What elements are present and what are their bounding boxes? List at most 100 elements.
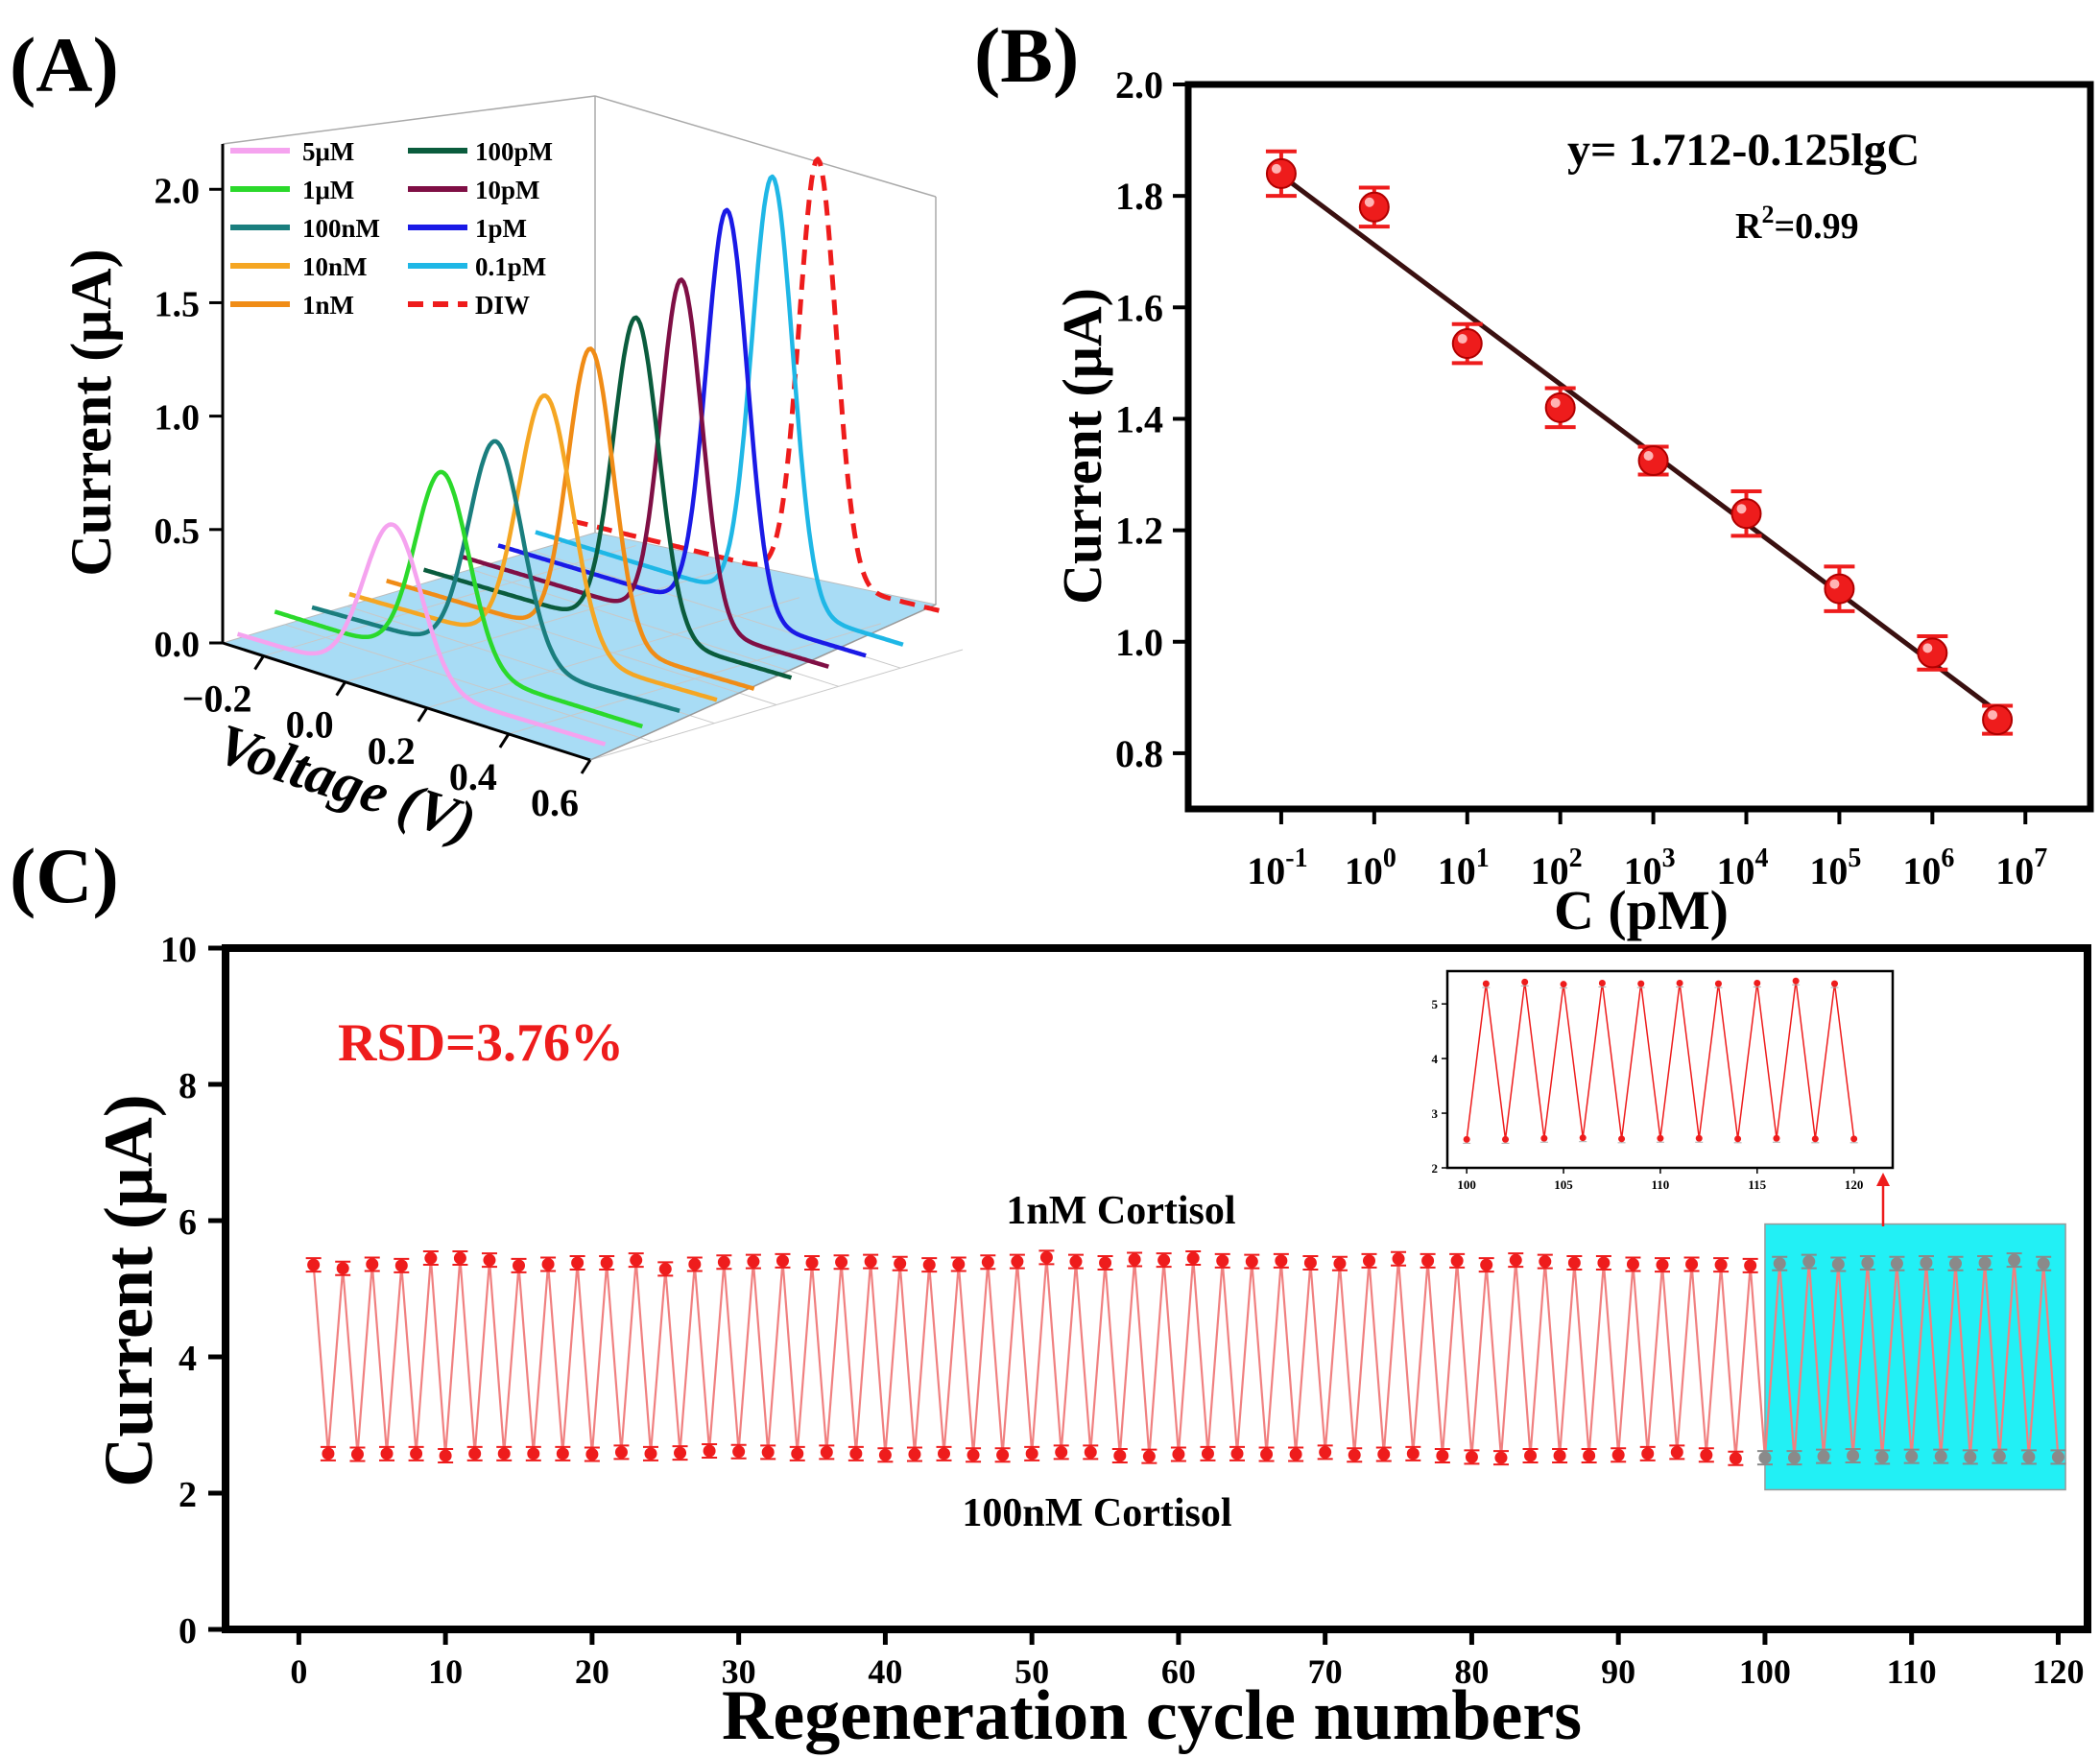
panel-c-inset-xtick-label: 110: [1652, 1177, 1670, 1192]
panel-c-point: [1289, 1448, 1302, 1461]
panel-c-point: [1626, 1257, 1639, 1271]
panel-a-back-top-left: [222, 95, 596, 145]
panel-c-point: [541, 1257, 555, 1271]
panel-a-ytick-label: 2.0: [155, 171, 201, 211]
panel-c-plot-frame: [222, 944, 2091, 1633]
panel-c-xtick-label: 40: [868, 1652, 902, 1691]
panel-a-legend-label: DIW: [475, 291, 530, 320]
panel-a-xtick-label: 0.0: [286, 703, 334, 747]
panel-b-r2-label: R: [1735, 206, 1762, 247]
panel-c-point: [513, 1259, 526, 1272]
panel-c-point: [1480, 1258, 1493, 1271]
panel-b-point: [1982, 704, 2014, 736]
panel-a-curve: [422, 315, 793, 680]
panel-c-point: [366, 1257, 379, 1271]
panel-c-point: [1524, 1449, 1538, 1462]
panel-c-ytick-label: 2: [179, 1475, 197, 1515]
panel-b-point-highlight: [1988, 710, 1998, 721]
panel-c-xtick-label: 50: [1014, 1652, 1049, 1691]
panel-c-ylabel: Current (μA): [90, 1094, 167, 1486]
panel-b-point-highlight: [1364, 197, 1374, 207]
panel-c-point: [614, 1445, 628, 1459]
panel-c-point: [1377, 1448, 1391, 1461]
panel-c-point: [791, 1447, 804, 1461]
panel-c-inset-ytick-label: 4: [1432, 1052, 1439, 1066]
panel-b-xtick-label: 106: [1902, 843, 1954, 892]
panel-c-inset-arrow-head: [1876, 1173, 1890, 1186]
panel-c-point: [1861, 1256, 1874, 1270]
panel-c-point: [1875, 1450, 1889, 1463]
panel-c-point: [644, 1447, 657, 1461]
panel-c-point: [1348, 1448, 1361, 1461]
panel-a-curve: [572, 156, 942, 614]
panel-c-point: [1421, 1254, 1435, 1268]
panel-c-point: [1245, 1255, 1258, 1269]
panel-b-ytick-label: 1.6: [1115, 286, 1163, 329]
panel-c-inset-point: [1637, 980, 1645, 987]
panel-c-point: [878, 1448, 892, 1461]
panel-c-inset-ytick-label: 2: [1432, 1161, 1439, 1176]
panel-c-point: [1934, 1450, 1947, 1463]
panel-c-point: [600, 1256, 613, 1270]
panel-c-point: [468, 1447, 482, 1461]
panel-c-point: [307, 1258, 321, 1271]
panel-c-inset-point: [1560, 981, 1567, 988]
panel-c-xtick-label: 120: [2032, 1652, 2084, 1691]
panel-c-inset-xtick-label: 115: [1748, 1177, 1766, 1192]
panel-a-legend-label: 100nM: [302, 214, 380, 243]
panel-c-point: [1890, 1257, 1903, 1271]
panel-b-point-highlight: [1643, 451, 1654, 462]
panel-a-curve: [274, 469, 644, 729]
panel-b-fit-line-group: [1279, 173, 1999, 714]
panel-c-point: [1993, 1450, 2006, 1463]
panel-c-point: [1172, 1448, 1185, 1461]
panel-c-point: [1275, 1254, 1288, 1268]
panel-b-point-highlight: [1457, 334, 1468, 344]
panel-c-point: [1450, 1254, 1464, 1268]
panel-c-point: [1406, 1447, 1420, 1461]
panel-b-point: [1358, 191, 1390, 223]
panel-c-point: [1670, 1445, 1683, 1459]
panel-c-point: [1611, 1448, 1625, 1461]
panel-c-point: [1465, 1450, 1478, 1463]
panel-c-point: [1142, 1450, 1156, 1463]
panel-c-point: [1157, 1253, 1171, 1267]
panel-b-equation: y= 1.712-0.125lgC: [1567, 125, 1920, 176]
panel-a-legend-label: 10nM: [302, 252, 368, 281]
panel-c-point: [966, 1448, 980, 1461]
panel-c-point: [894, 1257, 907, 1271]
panel-a-legend: 5μM 1μM 100nM 10nM 1nM 100pM 10pM 1pM 0.1pM DIW: [230, 137, 553, 320]
panel-a-floor-gridline: [589, 649, 964, 761]
panel-c-inset-point: [1482, 980, 1490, 987]
panel-b-point-highlight: [1550, 397, 1561, 408]
panel-a-xtick-mark: [253, 654, 265, 671]
panel-c-point: [1509, 1253, 1522, 1267]
panel-a-back-right-edge: [594, 95, 937, 198]
panel-a-floor-gridline: [284, 624, 653, 743]
panel-c-ytick-label: 8: [179, 1066, 197, 1106]
panel-c-point: [1055, 1445, 1068, 1459]
panel-c-point: [1817, 1450, 1830, 1463]
panel-c-inset-xtick-label: 120: [1845, 1177, 1864, 1192]
panel-c-point: [1714, 1258, 1728, 1271]
panel-c-point: [658, 1262, 672, 1275]
panel-c-point: [1920, 1256, 1933, 1270]
panel-c-point: [2008, 1253, 2021, 1267]
panel-b-xtick-label: 100: [1345, 843, 1396, 892]
panel-c-point: [1201, 1447, 1214, 1461]
panel-a-ylabel: Current (μA): [60, 249, 123, 576]
panel-c-point: [1084, 1445, 1097, 1459]
panel-b-point: [1544, 392, 1576, 423]
panel-c-inset-ytick-label: 5: [1432, 997, 1439, 1011]
panel-c-xtick-label: 110: [1887, 1652, 1937, 1691]
panel-c-xtick-label: 0: [290, 1652, 307, 1691]
panel-c-xtick-label: 90: [1601, 1652, 1635, 1691]
panel-b-xtick-label: 101: [1438, 843, 1490, 892]
panel-b-point-highlight: [1271, 163, 1281, 174]
panel-c-x-ticks: 0 10 20 30 40 50 60 70 80 90 100 110 120: [290, 1629, 2084, 1691]
panel-a-xtick-label: 0.2: [368, 729, 416, 772]
panel-c-xtick-label: 70: [1308, 1652, 1343, 1691]
panel-c-point: [1362, 1254, 1375, 1268]
panel-c-inset-ytick-label: 3: [1432, 1106, 1439, 1121]
panel-c-point: [1436, 1449, 1449, 1462]
